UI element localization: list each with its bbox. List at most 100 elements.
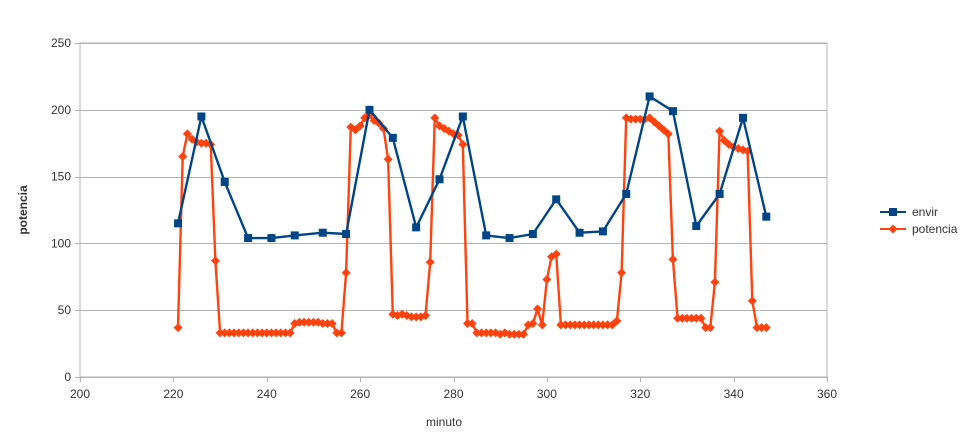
legend-label: potencia [912, 222, 958, 236]
data-point-potencia [528, 319, 538, 329]
data-point-envir [435, 175, 444, 184]
legend: envir potencia [880, 205, 958, 236]
data-point-potencia [196, 138, 206, 148]
data-point-potencia [747, 296, 757, 306]
data-point-potencia [248, 328, 258, 338]
data-point-potencia [266, 328, 276, 338]
data-point-potencia [294, 317, 304, 327]
data-point-potencia [663, 129, 673, 139]
data-point-envir [715, 189, 724, 198]
data-point-potencia [542, 274, 552, 284]
data-point-potencia [304, 317, 314, 327]
data-point-envir [738, 113, 747, 122]
data-point-potencia [570, 320, 580, 330]
data-point-potencia [477, 328, 487, 338]
data-point-envir [552, 195, 561, 204]
y-tick-label: 200 [51, 103, 71, 117]
data-point-potencia [332, 328, 342, 338]
data-point-potencia [537, 320, 547, 330]
data-point-potencia [696, 313, 706, 323]
data-point-potencia [673, 313, 683, 323]
data-point-envir [575, 228, 584, 237]
data-point-envir [365, 105, 374, 114]
data-point-potencia [575, 320, 585, 330]
data-point-potencia [318, 319, 328, 329]
data-point-potencia [411, 312, 421, 322]
data-point-potencia [701, 323, 711, 333]
legend-item-envir: envir [880, 205, 938, 219]
data-point-potencia [178, 152, 188, 162]
data-point-potencia [668, 254, 678, 264]
data-point-envir [388, 133, 397, 142]
data-point-envir [762, 212, 771, 221]
data-point-potencia [182, 129, 192, 139]
data-point-potencia [327, 319, 337, 329]
data-point-potencia [425, 257, 435, 267]
data-point-potencia [215, 328, 225, 338]
data-point-envir [197, 112, 206, 121]
data-point-potencia [481, 328, 491, 338]
data-point-potencia [603, 320, 613, 330]
data-point-potencia [617, 268, 627, 278]
data-point-potencia [229, 328, 239, 338]
data-point-potencia [336, 328, 346, 338]
data-point-potencia [467, 319, 477, 329]
x-tick-label: 240 [257, 387, 277, 401]
data-point-potencia [308, 317, 318, 327]
data-point-potencia [257, 328, 267, 338]
data-point-envir [622, 189, 631, 198]
data-point-potencia [383, 154, 393, 164]
data-point-envir [290, 231, 299, 240]
data-point-potencia [519, 329, 529, 339]
x-tick-label: 260 [350, 387, 370, 401]
series-potencia [173, 110, 771, 339]
data-point-potencia [533, 304, 543, 314]
x-tick-label: 280 [443, 387, 463, 401]
data-point-envir [267, 234, 276, 243]
data-point-potencia [761, 323, 771, 333]
data-point-potencia [631, 114, 641, 124]
y-tick-label: 50 [58, 303, 72, 317]
data-point-envir [528, 230, 537, 239]
data-point-potencia [243, 328, 253, 338]
data-point-potencia [430, 113, 440, 123]
data-point-potencia [556, 320, 566, 330]
data-point-potencia [752, 323, 762, 333]
data-point-potencia [280, 328, 290, 338]
series-layer [173, 92, 771, 339]
data-point-potencia [579, 320, 589, 330]
x-tick-label: 300 [537, 387, 557, 401]
data-point-potencia [551, 249, 561, 259]
data-point-potencia [262, 328, 272, 338]
data-point-potencia [463, 319, 473, 329]
data-point-potencia [682, 313, 692, 323]
data-point-potencia [486, 328, 496, 338]
legend-swatch-marker [888, 224, 898, 234]
data-point-envir [342, 230, 351, 239]
x-axis-tick-labels: 200 220 240 260 280 300 320 340 360 [70, 387, 837, 401]
legend-swatch-marker [889, 208, 897, 216]
x-tick-label: 220 [163, 387, 183, 401]
series-envir [174, 92, 771, 243]
x-tick-label: 320 [630, 387, 650, 401]
data-point-potencia [626, 114, 636, 124]
data-point-potencia [234, 328, 244, 338]
data-point-envir [692, 222, 701, 231]
x-tick-label: 200 [70, 387, 90, 401]
data-point-potencia [589, 320, 599, 330]
horizontal-gridlines [75, 43, 828, 382]
data-point-envir [598, 227, 607, 236]
data-point-potencia [299, 317, 309, 327]
data-point-envir [645, 92, 654, 101]
legend-item-potencia: potencia [880, 222, 958, 236]
data-point-potencia [341, 268, 351, 278]
data-point-potencia [420, 311, 430, 321]
data-point-potencia [285, 328, 295, 338]
data-point-potencia [472, 328, 482, 338]
plot-area [79, 42, 828, 378]
data-point-envir [244, 234, 253, 243]
data-point-potencia [509, 329, 519, 339]
data-point-potencia [710, 277, 720, 287]
x-tick-label: 340 [724, 387, 744, 401]
data-point-potencia [220, 328, 230, 338]
